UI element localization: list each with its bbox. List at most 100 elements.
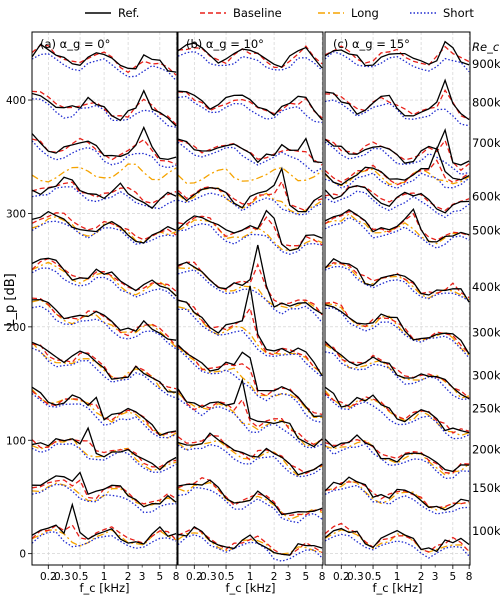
series-long-curve <box>325 212 470 245</box>
series-long-curve <box>32 163 177 183</box>
series-short-curve <box>32 98 177 128</box>
series-short-curve <box>32 53 177 82</box>
series-ref-curve <box>325 340 470 400</box>
rec-labels: Re_c 900k 800k 700k 600k 500k 400k 300k 300k 250k… <box>472 40 500 538</box>
svg-text:Short: Short <box>443 6 474 20</box>
rec-label: 500k <box>472 223 500 237</box>
series-ref-curve <box>178 479 323 516</box>
series-ref-curve <box>32 125 177 161</box>
series-short-curve <box>178 95 323 124</box>
series-short-curve <box>32 267 177 301</box>
x-minor-tick-label: 3 <box>139 571 146 583</box>
series-baseline-curve <box>325 481 470 509</box>
series-baseline-curve <box>178 345 323 416</box>
series-long-curve <box>32 216 177 243</box>
x-tick-label: 0.2 <box>333 571 350 583</box>
y-tick-label: 200 <box>6 322 26 334</box>
series-long-curve <box>178 392 323 448</box>
x-axis: 0.2 0.5 1 2 5 8 0.3 3 f_c [kHz] <box>186 565 326 595</box>
series-baseline-curve <box>178 91 323 119</box>
rec-label: 200k <box>472 442 500 456</box>
curves <box>178 42 323 562</box>
series-ref-curve <box>32 89 177 127</box>
series-ref-curve <box>32 257 177 297</box>
series-ref-curve <box>32 176 177 210</box>
rec-label: 250k <box>472 402 500 416</box>
rec-label: 150k <box>472 481 500 495</box>
rec-label: 800k <box>472 95 500 109</box>
series-short-curve <box>178 308 323 378</box>
rec-label: 300k <box>472 369 500 383</box>
series-short-curve <box>325 99 470 127</box>
series-ref-curve <box>325 127 470 166</box>
series-long-curve <box>325 390 470 437</box>
legend: Ref. Baseline Long Short <box>85 6 474 20</box>
rec-label: 600k <box>472 189 500 203</box>
series-short-curve <box>178 486 323 524</box>
x-axis: 0.2 0.5 1 2 5 8 0.3 3 f_c [kHz] <box>40 565 179 595</box>
y-tick-label: 400 <box>6 95 26 107</box>
series-short-curve <box>325 172 470 190</box>
x-tick-label: 8 <box>319 571 326 583</box>
x-tick-label: 5 <box>303 571 310 583</box>
x-tick-label: 0.5 <box>72 571 89 583</box>
x-tick-label: 5 <box>157 571 164 583</box>
series-long-curve <box>178 166 323 184</box>
series-baseline-curve <box>32 438 177 468</box>
series-baseline-curve <box>178 389 323 446</box>
series-ref-curve <box>325 476 470 511</box>
series-baseline-curve <box>178 476 323 517</box>
x-tick-label: 0.2 <box>40 571 57 583</box>
series-short-curve <box>178 443 323 478</box>
x-tick-label: 1 <box>394 571 401 583</box>
series-short-curve <box>32 220 177 245</box>
x-axis-label: f_c [kHz] <box>225 581 275 595</box>
series-ref-curve <box>32 471 177 508</box>
panel-3: 0.2 0.5 1 2 5 8 0.3 3 f_c [kHz] (c) α_g = 15° <box>324 31 472 595</box>
series-short-curve <box>325 216 470 249</box>
series-short-curve <box>325 351 470 401</box>
series-long-curve <box>32 261 177 297</box>
series-ref-curve <box>325 207 470 243</box>
rec-label: 700k <box>472 136 500 150</box>
series-short-curve <box>178 141 323 174</box>
series-short-curve <box>178 50 323 71</box>
series-baseline-curve <box>178 215 323 247</box>
x-axis-label: f_c [kHz] <box>79 581 129 595</box>
x-tick-label: 2 <box>125 571 132 583</box>
y-tick-label: 300 <box>6 208 26 220</box>
svg-text:Ref.: Ref. <box>118 6 139 20</box>
series-short-curve <box>32 392 177 439</box>
series-short-curve <box>178 348 323 423</box>
rec-label: 300k <box>472 326 500 340</box>
series-baseline-curve <box>178 299 323 372</box>
series-baseline-curve <box>178 139 323 166</box>
legend-entry-baseline: Baseline <box>200 6 282 20</box>
series-ref-curve <box>325 40 470 67</box>
series-long-curve <box>178 439 323 477</box>
series-baseline-curve <box>32 90 177 125</box>
series-short-curve <box>32 443 177 473</box>
legend-entry-long: Long <box>318 6 379 20</box>
x-minor-tick-label: 3 <box>432 571 439 583</box>
series-short-curve <box>325 484 470 515</box>
x-minor-tick-label: 3 <box>285 571 292 583</box>
x-tick-label: 1 <box>101 571 108 583</box>
series-ref-curve <box>325 434 470 473</box>
series-long-curve <box>178 481 323 521</box>
series-ref-curve <box>178 285 323 377</box>
series-ref-curve <box>32 43 177 73</box>
x-axis-label: f_c [kHz] <box>372 581 422 595</box>
series-baseline-curve <box>325 392 470 434</box>
series-long-curve <box>178 532 323 555</box>
series-baseline-curve <box>178 434 323 475</box>
series-ref-curve <box>178 244 323 315</box>
curves <box>325 40 470 559</box>
series-long-curve <box>325 529 470 553</box>
svg-text:Baseline: Baseline <box>233 6 282 20</box>
x-tick-label: 0.5 <box>218 571 235 583</box>
series-short-curve <box>325 394 470 440</box>
series-baseline-curve <box>178 526 323 556</box>
series-short-curve <box>325 51 470 73</box>
